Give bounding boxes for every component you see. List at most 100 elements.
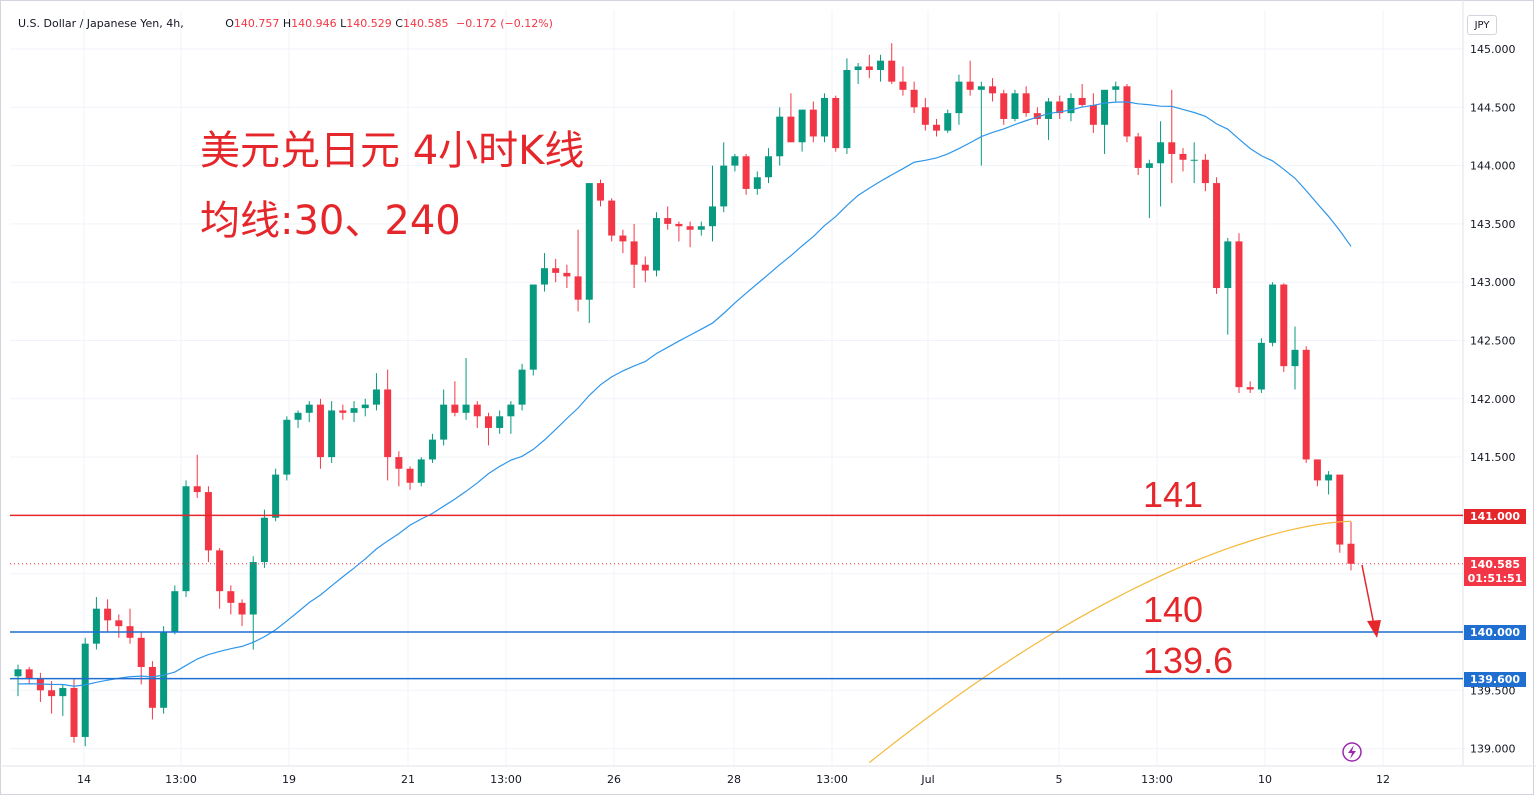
ohlc-values: O140.757 H140.946 L140.529 C140.585 −0.1…	[225, 17, 553, 30]
candle-down	[1134, 136, 1142, 168]
candle-down	[484, 416, 492, 428]
candle-up	[529, 284, 537, 370]
candle-up	[697, 226, 705, 230]
candle-down	[1213, 183, 1221, 289]
candle-down	[1089, 104, 1097, 125]
candle-down	[563, 272, 571, 277]
candle-up	[944, 113, 952, 131]
high-label: H	[282, 17, 292, 30]
candle-up	[854, 66, 862, 70]
candle-up	[59, 687, 67, 697]
candle-down	[1313, 459, 1321, 481]
candle-up	[328, 410, 336, 458]
candle-down	[406, 468, 414, 483]
candle-up	[731, 156, 739, 166]
time-axis-label: 26	[607, 773, 621, 786]
candle-down	[238, 602, 246, 615]
candle-up	[1291, 349, 1299, 367]
candle-down	[227, 591, 235, 603]
price-axis-label: 139.000	[1470, 743, 1516, 756]
candle-down	[216, 550, 224, 592]
close-label: C	[395, 17, 403, 30]
annotation-level-140: 140	[1143, 589, 1204, 630]
candle-down	[1302, 349, 1310, 460]
candle-up	[753, 177, 761, 189]
time-axis-label: Jul	[920, 773, 934, 786]
open-label: O	[225, 17, 234, 30]
candle-down	[137, 637, 145, 667]
candle-down	[865, 66, 873, 70]
candle-down	[473, 404, 481, 417]
candle-up	[877, 60, 885, 70]
candle-down	[148, 666, 156, 708]
candle-up	[518, 369, 526, 405]
candle-up	[160, 632, 168, 708]
price-tag-countdown: 01:51:51	[1464, 571, 1526, 586]
candle-up	[272, 474, 280, 518]
candle-down	[630, 241, 638, 265]
candle-up	[507, 404, 515, 417]
candle-up	[92, 608, 100, 644]
candle-up	[305, 404, 313, 413]
price-tag-139-6: 139.600	[1464, 672, 1526, 687]
currency-button[interactable]: JPY	[1467, 15, 1497, 35]
candle-up	[14, 669, 22, 677]
candle-up	[1101, 89, 1109, 125]
candle-down	[1235, 241, 1243, 388]
time-axis-label: 5	[1056, 773, 1063, 786]
time-axis-label: 13:00	[490, 773, 522, 786]
candle-down	[70, 687, 78, 737]
candle-up	[81, 643, 89, 737]
candle-down	[1033, 113, 1041, 119]
candle-down	[989, 86, 997, 94]
candle-up	[1224, 241, 1232, 289]
annotation-ma-periods: 均线:30、240	[200, 198, 461, 244]
time-axis-label: 13:00	[1141, 773, 1173, 786]
ma240-line	[868, 520, 1352, 764]
candle-up	[1045, 101, 1053, 119]
lightning-icon	[1342, 742, 1362, 762]
candle-up	[955, 81, 963, 114]
candle-up	[1011, 93, 1019, 119]
candle-down	[686, 226, 694, 230]
candle-down	[1179, 153, 1187, 160]
price-axis-label: 145.000	[1470, 43, 1516, 56]
price-axis-label: 144.000	[1470, 160, 1516, 173]
candle-down	[966, 81, 974, 90]
candle-down	[899, 81, 907, 90]
candle-down	[1246, 387, 1254, 390]
candle-down	[888, 60, 896, 82]
candle-down	[1056, 101, 1064, 114]
time-axis-label: 19	[282, 773, 296, 786]
close-value: 140.585	[402, 17, 449, 30]
candle-down	[809, 109, 817, 137]
candle-up	[171, 591, 179, 632]
candle-down	[742, 156, 750, 189]
candle-up	[182, 486, 190, 592]
candle-up	[1269, 284, 1277, 343]
open-value: 140.757	[233, 17, 280, 30]
candle-up	[294, 412, 302, 420]
candle-down	[787, 116, 795, 143]
candle-down	[910, 89, 918, 108]
candle-up	[361, 404, 369, 409]
candle-down	[204, 492, 212, 551]
candle-down	[619, 235, 627, 242]
candle-down	[316, 404, 324, 458]
candle-down	[675, 223, 683, 227]
price-axis-label: 143.500	[1470, 218, 1516, 231]
price-axis-label: 142.500	[1470, 335, 1516, 348]
candle-up	[496, 416, 504, 428]
low-label: L	[340, 17, 347, 30]
candle-down	[664, 218, 672, 224]
candle-up	[1190, 159, 1198, 161]
symbol-name[interactable]: U.S. Dollar / Japanese Yen, 4h,	[18, 17, 184, 30]
candle-up	[652, 218, 660, 271]
annotation-title: 美元兑日元 4小时K线	[200, 128, 585, 174]
candle-up	[709, 206, 717, 227]
candle-down	[608, 200, 616, 236]
candle-down	[574, 276, 582, 300]
price-axis-label: 144.500	[1470, 101, 1516, 114]
